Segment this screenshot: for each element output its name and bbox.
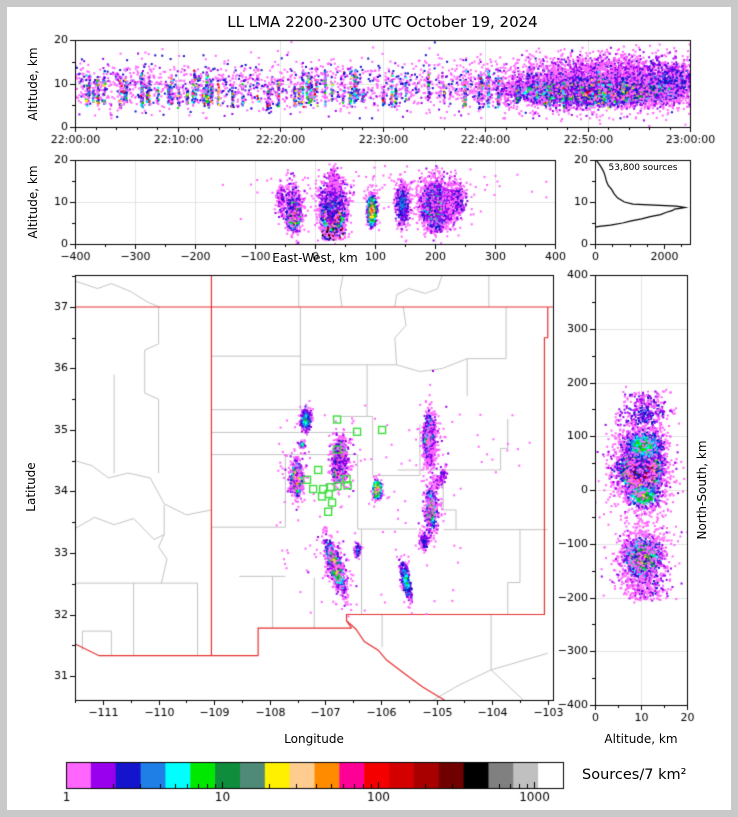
colorbar-label: Sources/7 km²: [582, 767, 687, 783]
ns-alt-xlabel: Altitude, km: [604, 732, 678, 746]
plan-view-map-panel: [75, 275, 553, 700]
ew-height-ylabel: Altitude, km: [26, 165, 40, 239]
time-height-ylabel: Altitude, km: [26, 47, 40, 121]
time-height-panel: [75, 40, 690, 127]
map-ylabel: Latitude: [24, 462, 38, 512]
map-xlabel: Longitude: [284, 732, 344, 746]
ns-altitude-panel: [595, 275, 687, 705]
ew-height-panel: [75, 160, 555, 244]
colorbar: [66, 762, 563, 788]
figure-title: LL LMA 2200-2300 UTC October 19, 2024: [227, 13, 538, 31]
ew-height-xlabel: East-West, km: [272, 251, 358, 265]
ns-alt-ylabel: North-South, km: [695, 440, 709, 540]
source-count-annotation: 53,800 sources: [608, 163, 678, 173]
